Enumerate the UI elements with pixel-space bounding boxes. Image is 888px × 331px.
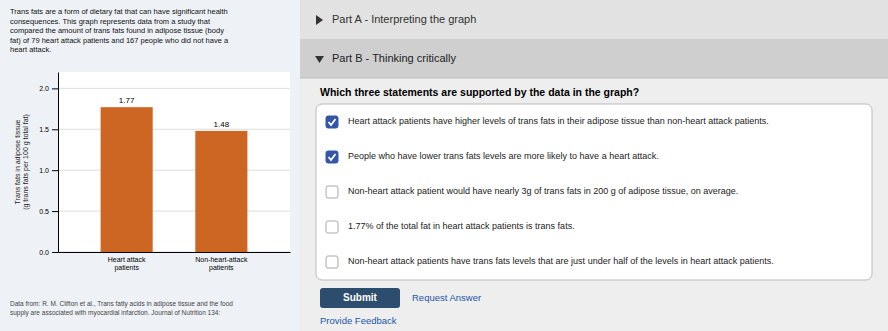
part-b-strip[interactable] xyxy=(300,40,888,78)
data-labels: 1.77 1.48 xyxy=(119,96,230,129)
intro-text: Trans fats are a form of dietary fat tha… xyxy=(10,7,229,54)
chart: 0.00.51.01.52.0Heart attackpatientsNon-h… xyxy=(14,72,291,272)
tick: Heart attackpatients xyxy=(108,256,146,272)
tick-mark xyxy=(52,170,58,171)
text-line: Trans fats are a form of dietary fat tha… xyxy=(10,7,228,16)
tick-label: Heart attackpatients xyxy=(108,256,146,272)
page: Trans fats are a form of dietary fat tha… xyxy=(0,0,888,331)
text-line: Heart attack xyxy=(108,256,146,263)
tick-mark xyxy=(52,252,58,253)
bar xyxy=(195,131,247,252)
tick: 0.0 xyxy=(39,249,58,256)
grid-line xyxy=(58,211,290,212)
tick: 1.0 xyxy=(39,167,58,174)
grid-line xyxy=(58,252,290,253)
options-box xyxy=(316,104,872,280)
tick-mark xyxy=(52,88,58,89)
part-b-text[interactable]: Part B - Thinking critically xyxy=(332,52,456,64)
tick-mark xyxy=(52,211,58,212)
tick-label: 1.5 xyxy=(39,126,49,133)
text-line: (g trans fats per 100 g total fat) xyxy=(22,114,30,210)
checkmark[interactable] xyxy=(329,119,336,125)
checkbox[interactable] xyxy=(326,256,338,268)
question-text: Which three statements are supported by … xyxy=(320,86,639,98)
option[interactable]: Non-heart attack patients have trans fat… xyxy=(326,256,774,268)
data-label: 1.48 xyxy=(214,120,230,129)
y-axis-title: Trans fats in adipose tissue(g trans fat… xyxy=(14,114,30,210)
checkmark[interactable] xyxy=(329,154,336,160)
tick-label: 1.0 xyxy=(39,167,49,174)
text-line: compared the amount of trans fats found … xyxy=(10,26,224,35)
tick-label: 0.0 xyxy=(39,249,49,256)
text-line: supply are associated with myocardial in… xyxy=(10,309,220,317)
checkbox[interactable] xyxy=(326,151,338,163)
text-line: Trans fats in adipose tissue xyxy=(14,119,22,204)
axis-line xyxy=(58,73,59,253)
option-text[interactable]: 1.77% of the total fat in heart attack p… xyxy=(348,221,575,231)
checkbox[interactable] xyxy=(326,186,338,198)
checkbox[interactable] xyxy=(326,116,338,128)
option-text[interactable]: Non-heart attack patients have trans fat… xyxy=(348,256,774,266)
option[interactable]: 1.77% of the total fat in heart attack p… xyxy=(326,221,575,233)
tick: 0.5 xyxy=(39,208,58,215)
option[interactable]: Heart attack patients have higher levels… xyxy=(326,116,769,128)
tick-label: 0.5 xyxy=(39,208,49,215)
submit-label[interactable]: Submit xyxy=(343,292,378,303)
text-line: patients xyxy=(114,264,139,272)
checkbox[interactable] xyxy=(326,221,338,233)
text-line: Data from: R. M. Clifton et al., Trans f… xyxy=(10,300,233,308)
option-text[interactable]: People who have lower trans fats levels … xyxy=(348,151,659,161)
data-label: 1.77 xyxy=(119,96,135,105)
text-line: fat) of 79 heart attack patients and 167… xyxy=(10,36,229,45)
collapse-icon[interactable] xyxy=(315,56,324,63)
grid-line xyxy=(58,170,290,171)
right-panel-background xyxy=(300,0,888,331)
option-text[interactable]: Non-heart attack patient would have near… xyxy=(348,186,738,196)
bar xyxy=(101,107,153,252)
tick-label: 2.0 xyxy=(39,85,49,92)
grid-line xyxy=(58,129,290,130)
part-a-text[interactable]: Part A - Interpreting the graph xyxy=(332,13,476,25)
submit-button[interactable] xyxy=(320,288,400,308)
plot-background xyxy=(58,72,290,252)
request-answer-link[interactable]: Request Answer xyxy=(412,292,481,303)
footnote: Data from: R. M. Clifton et al., Trans f… xyxy=(10,300,233,317)
text-line: patients xyxy=(209,264,234,272)
option-text[interactable]: Heart attack patients have higher levels… xyxy=(348,116,769,126)
option[interactable]: Non-heart attack patient would have near… xyxy=(326,186,738,198)
grid-line xyxy=(58,88,290,89)
expand-icon[interactable] xyxy=(316,15,323,25)
part-a-strip[interactable] xyxy=(300,0,888,40)
feedback-link[interactable]: Provide Feedback xyxy=(320,315,397,326)
tick: 1.5 xyxy=(39,126,58,133)
right-panel: Part A - Interpreting the graph Part B - … xyxy=(300,0,888,331)
option[interactable]: People who have lower trans fats levels … xyxy=(326,151,659,163)
tick-label: Non-heart-attackpatients xyxy=(195,256,248,272)
bars xyxy=(101,107,248,252)
text-line: Non-heart-attack xyxy=(195,256,248,263)
tick: Non-heart-attackpatients xyxy=(195,256,248,272)
grid xyxy=(58,88,290,252)
y-axis: 0.0 0.5 1.0 1.5 2.0 xyxy=(39,73,58,256)
separator xyxy=(300,78,888,79)
tick-mark xyxy=(52,129,58,130)
left-panel xyxy=(0,0,300,331)
text-line: heart attack. xyxy=(10,45,51,54)
text-line: consequences. This graph represents data… xyxy=(10,17,211,26)
x-axis: Heart attackpatientsNon-heart-attackpati… xyxy=(59,253,291,273)
tick: 2.0 xyxy=(39,85,58,92)
axis-line xyxy=(59,252,291,253)
